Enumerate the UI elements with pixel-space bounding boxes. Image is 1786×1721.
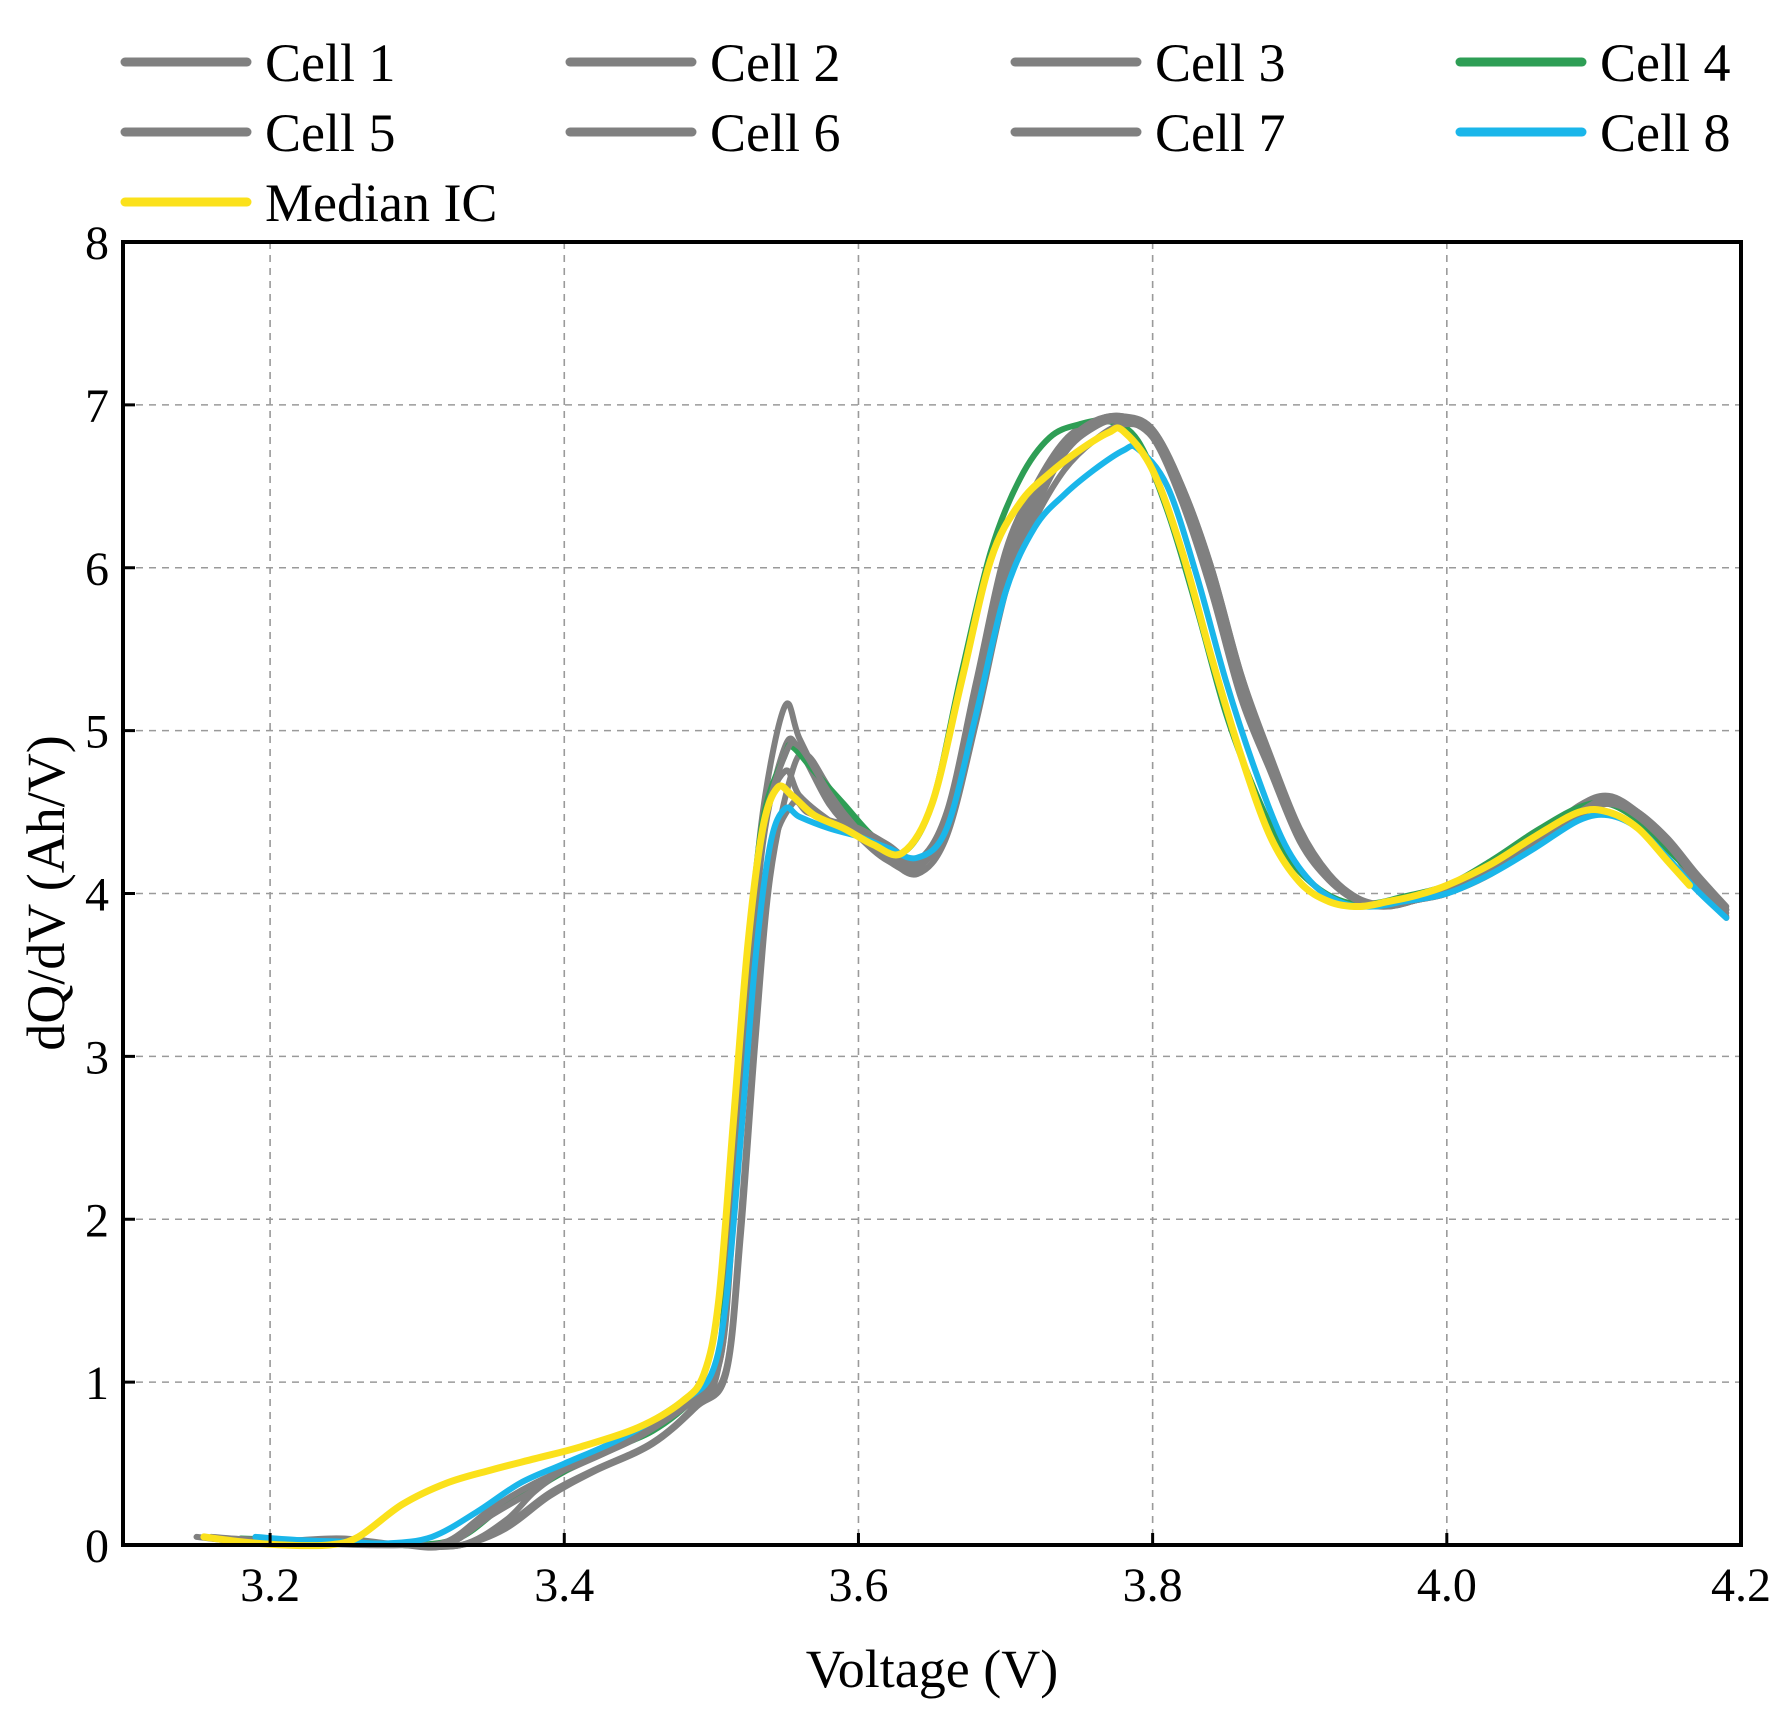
x-tick-label: 3.4 — [534, 1559, 594, 1612]
series-group — [193, 412, 1730, 1551]
legend-item-cell-8: Cell 8 — [1455, 103, 1731, 163]
series-line-cell-1 — [193, 414, 1730, 1550]
legend-item-cell-6: Cell 6 — [565, 103, 841, 163]
series-line-median-ic — [200, 424, 1693, 1550]
axes: 3.2 3.4 3.6 3.8 4.0 4.2 0 1 2 3 4 5 6 7 8 — [85, 217, 1771, 1612]
y-tick-label: 8 — [85, 217, 109, 270]
legend-item-cell-7: Cell 7 — [1010, 103, 1286, 163]
y-tick-label: 2 — [85, 1194, 109, 1247]
y-axis-title: dQ/dV (Ah/V) — [16, 735, 76, 1050]
grid — [123, 242, 1741, 1545]
legend-label-cell-4: Cell 4 — [1600, 33, 1731, 93]
legend-label-cell-8: Cell 8 — [1600, 103, 1731, 163]
series-line-cell-3 — [223, 414, 1730, 1550]
x-tick-label: 3.8 — [1123, 1559, 1183, 1612]
legend-label-cell-5: Cell 5 — [265, 103, 396, 163]
series-line-cell-4 — [237, 417, 1700, 1549]
legend-item-median-ic: Median IC — [120, 173, 497, 233]
legend-item-cell-1: Cell 1 — [120, 33, 396, 93]
series-line-cell-5 — [208, 417, 1730, 1551]
x-tick-label: 3.2 — [240, 1559, 300, 1612]
x-tick-label: 3.6 — [828, 1559, 888, 1612]
legend-item-cell-3: Cell 3 — [1010, 33, 1286, 93]
x-tick-label: 4.0 — [1417, 1559, 1477, 1612]
legend-label-cell-7: Cell 7 — [1155, 103, 1286, 163]
series-line-cell-8 — [252, 442, 1730, 1547]
x-tick-label: 4.2 — [1711, 1559, 1771, 1612]
y-tick-label: 5 — [85, 706, 109, 759]
legend-label-median-ic: Median IC — [265, 173, 497, 233]
series-line-cell-7 — [223, 412, 1730, 1550]
legend-label-cell-6: Cell 6 — [710, 103, 841, 163]
legend-label-cell-3: Cell 3 — [1155, 33, 1286, 93]
series-line-cell-2 — [208, 412, 1730, 1551]
y-tick-label: 6 — [85, 543, 109, 596]
y-tick-label: 0 — [85, 1520, 109, 1573]
y-tick-label: 4 — [85, 869, 109, 922]
legend-item-cell-5: Cell 5 — [120, 103, 396, 163]
x-axis-title: Voltage (V) — [806, 1639, 1058, 1699]
legend-item-cell-2: Cell 2 — [565, 33, 841, 93]
legend: Cell 1 Cell 2 Cell 3 Cell 4 Cell 5 Cell 6 Cell… — [120, 33, 1731, 233]
y-tick-label: 3 — [85, 1031, 109, 1084]
y-tick-label: 7 — [85, 380, 109, 433]
legend-label-cell-1: Cell 1 — [265, 33, 396, 93]
series-line-cell-6 — [223, 421, 1730, 1549]
y-tick-label: 1 — [85, 1357, 109, 1410]
legend-item-cell-4: Cell 4 — [1455, 33, 1731, 93]
legend-label-cell-2: Cell 2 — [710, 33, 841, 93]
